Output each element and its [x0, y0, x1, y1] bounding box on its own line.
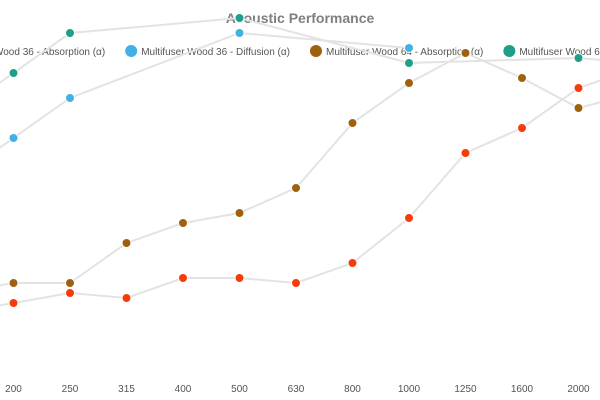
- data-point[interactable]: [573, 83, 584, 93]
- x-tick-label: 2000: [567, 384, 590, 395]
- series-line-4: [0, 16, 600, 84]
- legend-marker: [125, 45, 138, 57]
- data-point[interactable]: [8, 298, 19, 308]
- data-point[interactable]: [517, 123, 527, 133]
- data-point[interactable]: [347, 118, 358, 128]
- chart-title: Acoustic Performance: [226, 10, 375, 26]
- data-point[interactable]: [234, 208, 245, 218]
- x-tick-label: 500: [231, 384, 248, 395]
- x-tick-label: 200: [5, 384, 22, 395]
- data-point[interactable]: [234, 13, 245, 23]
- data-point[interactable]: [291, 278, 301, 288]
- data-point[interactable]: [404, 43, 414, 53]
- data-point[interactable]: [178, 218, 188, 228]
- legend-label: Multifuser Wood 36 - Diffusion (α): [141, 47, 290, 58]
- data-point[interactable]: [404, 78, 414, 88]
- data-points: [8, 13, 584, 308]
- data-point[interactable]: [234, 273, 245, 283]
- x-tick-label: 800: [344, 384, 361, 395]
- data-point[interactable]: [121, 293, 132, 303]
- legend-item[interactable]: Multifuser Wood 64 - Absorption (α): [310, 45, 483, 58]
- data-point[interactable]: [65, 288, 75, 298]
- data-point[interactable]: [460, 148, 471, 158]
- data-point[interactable]: [347, 258, 358, 268]
- x-tick-label: 400: [175, 384, 192, 395]
- data-point[interactable]: [121, 238, 132, 248]
- data-point[interactable]: [65, 28, 75, 38]
- x-axis: 1602002503154005006308001000125016002000…: [5, 384, 590, 395]
- legend: Multifuser Wood 36 - Absorption (α) Multi…: [0, 45, 600, 58]
- data-point[interactable]: [65, 93, 75, 103]
- data-point[interactable]: [404, 213, 414, 223]
- x-tick-label: 1250: [454, 384, 477, 395]
- data-point[interactable]: [8, 278, 19, 288]
- x-tick-label: 315: [118, 384, 135, 395]
- data-point[interactable]: [573, 103, 584, 113]
- data-point[interactable]: [8, 68, 19, 78]
- data-point[interactable]: [65, 278, 75, 288]
- legend-item[interactable]: Multifuser Wood 36 - Diffusion (α): [125, 45, 290, 58]
- series-lines: [0, 16, 600, 307]
- legend-marker: [503, 45, 516, 57]
- legend-label: Multifuser Wood 64 - Diffusion (α): [519, 47, 600, 58]
- x-tick-label: 250: [62, 384, 79, 395]
- data-point[interactable]: [8, 133, 19, 143]
- legend-label: Multifuser Wood 36 - Absorption (α): [0, 47, 105, 58]
- legend-item[interactable]: Multifuser Wood 36 - Absorption (α): [0, 45, 105, 58]
- legend-item[interactable]: Multifuser Wood 64 - Diffusion (α): [503, 45, 600, 58]
- data-point[interactable]: [234, 28, 245, 38]
- series-line-3: [0, 51, 600, 287]
- data-point[interactable]: [517, 73, 527, 83]
- data-point[interactable]: [404, 58, 414, 68]
- legend-marker: [310, 45, 322, 57]
- data-point[interactable]: [460, 48, 471, 58]
- legend-label: Multifuser Wood 64 - Absorption (α): [326, 47, 483, 58]
- x-tick-label: 1000: [398, 384, 421, 395]
- x-tick-label: 1600: [511, 384, 534, 395]
- data-point[interactable]: [573, 53, 584, 63]
- data-point[interactable]: [178, 273, 188, 283]
- data-point[interactable]: [291, 183, 301, 193]
- x-tick-label: 630: [288, 384, 305, 395]
